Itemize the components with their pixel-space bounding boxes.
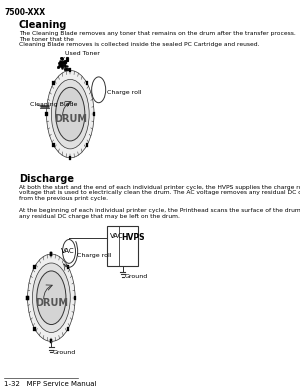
Bar: [50, 340, 52, 343]
Text: Charge roll: Charge roll: [77, 253, 112, 258]
Text: The Cleaning Blade removes any toner that remains on the drum after the transfer: The Cleaning Blade removes any toner tha…: [19, 31, 296, 47]
Bar: [86, 143, 88, 147]
Bar: [67, 265, 69, 269]
Text: At both the start and the end of each individual printer cycle, the HVPS supplie: At both the start and the end of each in…: [19, 185, 300, 201]
Text: DRUM: DRUM: [35, 298, 68, 308]
Bar: [33, 265, 36, 269]
Circle shape: [56, 87, 85, 141]
Text: 7500-XXX: 7500-XXX: [4, 8, 45, 17]
Bar: [74, 296, 76, 300]
Bar: [69, 68, 71, 73]
Text: Charge roll: Charge roll: [107, 90, 142, 95]
Text: VAC: VAC: [110, 233, 123, 239]
Bar: [67, 327, 69, 331]
Text: Cleaning Blade: Cleaning Blade: [30, 102, 78, 107]
Circle shape: [32, 263, 70, 333]
Text: 1-32   MFP Service Manual: 1-32 MFP Service Manual: [4, 381, 97, 387]
Text: Ground: Ground: [124, 274, 148, 279]
Bar: [52, 81, 55, 85]
Bar: [26, 296, 28, 300]
Bar: [86, 81, 88, 85]
Bar: [50, 252, 52, 256]
Bar: [50, 252, 52, 256]
Text: Ground: Ground: [53, 350, 76, 355]
Bar: [50, 252, 52, 256]
Text: HVPS: HVPS: [121, 233, 145, 242]
Circle shape: [37, 271, 66, 324]
Circle shape: [28, 254, 75, 341]
Bar: [45, 112, 48, 116]
Text: At the beginning of each individual printer cycle, the Printhead scans the surfa: At the beginning of each individual prin…: [19, 208, 300, 219]
Circle shape: [62, 239, 76, 263]
Text: Cleaning: Cleaning: [19, 20, 67, 30]
Bar: [107, 226, 138, 266]
Text: Used Toner: Used Toner: [65, 51, 100, 56]
Text: VAC: VAC: [61, 248, 75, 255]
Text: Discharge: Discharge: [19, 174, 74, 184]
Circle shape: [51, 80, 89, 149]
Bar: [50, 340, 52, 343]
Circle shape: [46, 71, 94, 158]
Bar: [52, 143, 55, 147]
Bar: [33, 327, 36, 331]
Bar: [69, 156, 71, 160]
Text: DRUM: DRUM: [54, 114, 87, 124]
Circle shape: [92, 77, 106, 103]
Bar: [93, 112, 95, 116]
Bar: [26, 296, 28, 300]
